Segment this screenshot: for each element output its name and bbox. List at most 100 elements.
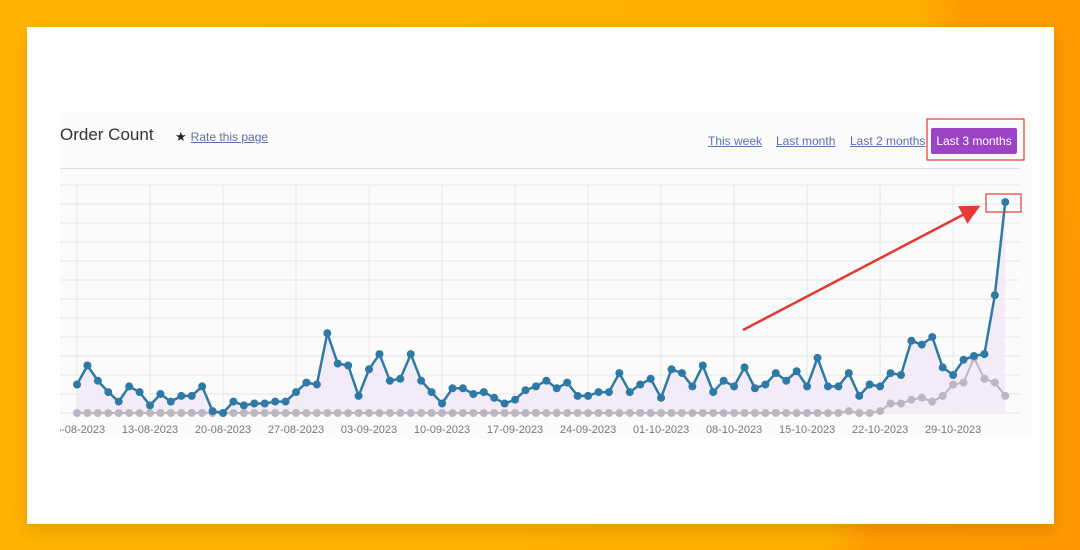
current-data-point: [333, 359, 342, 368]
previous-data-point: [479, 409, 488, 417]
current-data-point: [365, 365, 374, 374]
rate-this-page: ★ Rate this page: [175, 129, 268, 145]
current-data-point: [834, 382, 843, 391]
current-data-point: [959, 355, 968, 364]
current-data-point: [177, 391, 186, 400]
current-data-point: [302, 378, 311, 387]
current-data-point: [229, 397, 238, 406]
current-data-point: [146, 401, 155, 410]
previous-data-point: [552, 409, 561, 417]
rate-this-page-link[interactable]: Rate this page: [190, 130, 269, 144]
previous-data-point: [417, 409, 426, 417]
current-data-point: [969, 352, 978, 360]
current-data-point: [771, 369, 780, 378]
highlight-box-point: [985, 193, 1022, 213]
current-data-point: [980, 350, 989, 359]
current-data-point: [208, 407, 217, 416]
current-data-point: [563, 378, 572, 387]
previous-data-point: [563, 409, 572, 417]
current-data-point: [385, 376, 394, 385]
previous-data-point: [990, 378, 999, 387]
current-data-point: [855, 391, 864, 400]
previous-data-point: [385, 409, 394, 417]
previous-data-point: [458, 409, 467, 417]
x-tick-label: 15-10-2023: [779, 424, 835, 436]
range-last-month[interactable]: Last month: [776, 134, 836, 148]
red-arrow-icon: [742, 205, 981, 332]
current-data-point: [573, 391, 582, 400]
previous-data-point: [93, 409, 102, 417]
current-data-point: [406, 350, 415, 359]
previous-data-point: [260, 409, 269, 417]
current-data-point: [896, 371, 905, 379]
previous-data-point: [365, 409, 374, 417]
previous-data-point: [750, 409, 759, 417]
previous-data-point: [636, 409, 645, 417]
current-data-point: [135, 388, 144, 397]
current-data-point: [730, 382, 739, 391]
current-data-point: [156, 390, 165, 398]
current-data-point: [876, 382, 885, 391]
current-data-point: [917, 340, 926, 349]
current-data-point: [438, 399, 447, 408]
current-data-point: [114, 397, 123, 406]
previous-data-point: [792, 409, 801, 417]
previous-data-point: [615, 409, 624, 417]
previous-data-point: [469, 409, 478, 417]
current-data-point: [938, 363, 947, 372]
previous-data-point: [146, 409, 155, 417]
previous-data-point: [876, 407, 885, 416]
x-tick-label: 27-08-2023: [268, 424, 324, 436]
x-tick-label: 01-10-2023: [633, 424, 689, 436]
x-tick-label: 29-10-2023: [925, 424, 981, 436]
x-tick-label: 06-08-2023: [49, 424, 105, 436]
previous-data-point: [865, 409, 874, 417]
previous-data-point: [834, 409, 843, 417]
previous-data-point: [719, 409, 728, 417]
current-data-point: [1001, 198, 1010, 207]
previous-data-point: [980, 374, 989, 383]
previous-data-point: [500, 409, 509, 417]
current-data-point: [250, 399, 259, 408]
current-data-point: [949, 371, 958, 379]
current-data-point: [260, 399, 269, 408]
previous-data-point: [1001, 391, 1010, 400]
previous-data-point: [125, 409, 134, 417]
current-data-point: [417, 376, 426, 385]
previous-data-point: [323, 409, 332, 417]
previous-data-point: [511, 409, 520, 417]
previous-data-point: [281, 409, 290, 417]
current-data-point: [740, 363, 749, 372]
current-data-point: [479, 388, 488, 397]
previous-data-point: [803, 409, 812, 417]
current-data-point: [782, 376, 791, 385]
previous-data-point: [584, 409, 593, 417]
current-data-point: [239, 401, 248, 410]
previous-data-point: [959, 378, 968, 387]
current-data-point: [187, 391, 196, 400]
previous-data-point: [490, 409, 499, 417]
current-data-point: [511, 395, 520, 404]
range-this-week[interactable]: This week: [708, 134, 763, 148]
previous-data-point: [521, 409, 530, 417]
previous-data-point: [928, 397, 937, 406]
previous-data-point: [730, 409, 739, 417]
current-data-point: [688, 382, 697, 391]
current-data-point: [552, 384, 561, 393]
previous-data-point: [823, 409, 832, 417]
range-last-2-months[interactable]: Last 2 months: [850, 134, 926, 148]
previous-data-point: [448, 409, 457, 417]
current-data-point: [375, 350, 384, 359]
previous-data-point: [771, 409, 780, 417]
current-data-point: [292, 388, 301, 397]
previous-data-point: [114, 409, 123, 417]
star-icon: ★: [175, 129, 187, 144]
area-fill: [77, 202, 1006, 413]
previous-data-point: [135, 409, 144, 417]
previous-data-point: [667, 409, 676, 417]
current-data-point: [636, 380, 645, 389]
range-last-3-months-button[interactable]: Last 3 months: [931, 128, 1017, 154]
current-data-point: [281, 397, 290, 406]
current-data-point: [458, 384, 467, 393]
previous-data-point: [938, 391, 947, 400]
